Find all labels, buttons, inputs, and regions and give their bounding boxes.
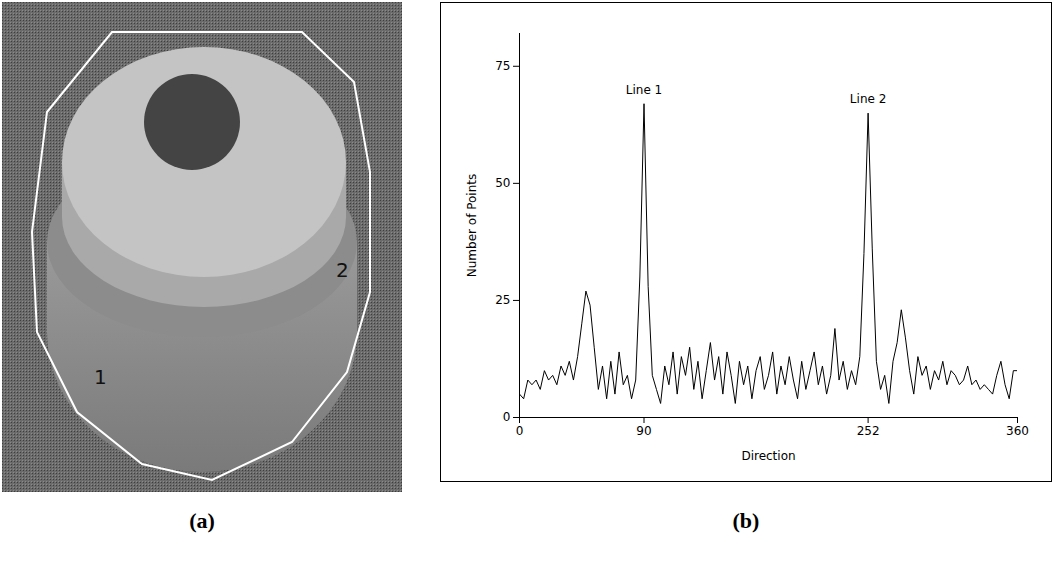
html-text:(b): (b) [732, 508, 760, 533]
svg-text:75: 75 [495, 59, 510, 73]
svg-text:252: 252 [857, 424, 880, 438]
svg-text:90: 90 [636, 424, 651, 438]
html-text:(a): (a) [189, 508, 215, 533]
svg-text:Line 1: Line 1 [626, 83, 662, 97]
svg-text:0: 0 [516, 424, 524, 438]
svg-text:2: 2 [336, 258, 349, 282]
svg-text:50: 50 [495, 176, 510, 190]
svg-text:0: 0 [503, 410, 511, 424]
svg-text:1: 1 [94, 365, 107, 389]
svg-text:25: 25 [495, 293, 510, 307]
svg-text:Direction: Direction [741, 449, 795, 463]
svg-text:Line 2: Line 2 [850, 92, 886, 106]
svg-text:360: 360 [1006, 424, 1029, 438]
svg-text:Number of Points: Number of Points [465, 174, 479, 277]
